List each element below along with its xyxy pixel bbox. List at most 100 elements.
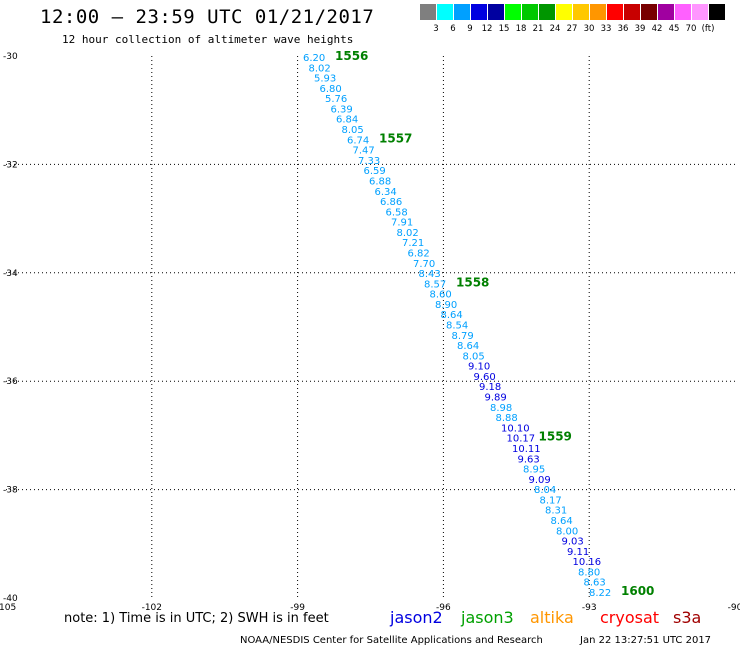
swh-value-label: 8.43: [419, 269, 441, 280]
swh-value-label: 9.10: [468, 362, 490, 373]
swh-value-label: 8.02: [397, 228, 419, 239]
swh-value-label: 9.89: [485, 393, 507, 404]
swh-value-label: 6.82: [408, 248, 430, 259]
colorbar-label: 18: [515, 24, 527, 34]
swh-value-label: 8.98: [490, 403, 512, 414]
swh-value-label: 7.91: [391, 218, 413, 229]
colorbar-label: 9: [467, 24, 473, 34]
swh-value-label: 6.80: [320, 84, 342, 95]
colorbar-label: 12: [481, 24, 493, 34]
swh-value-label: 10.17: [507, 434, 536, 445]
colorbar-swatch: [624, 4, 640, 20]
colorbar-label: 42: [651, 24, 663, 34]
time-label: 1558: [456, 275, 489, 289]
time-label: 1557: [379, 131, 412, 145]
colorbar-label: 3: [433, 24, 439, 34]
colorbar-swatch: [420, 4, 436, 20]
swh-value-label: 8.80: [578, 567, 600, 578]
lat-tick-label: -34: [3, 269, 18, 279]
swh-value-label: 9.63: [518, 454, 540, 465]
time-label: 1556: [335, 49, 368, 63]
colorbar-label: 39: [634, 24, 646, 34]
swh-value-label: 8.04: [534, 485, 556, 496]
colorbar-label: 27: [566, 24, 578, 34]
colorbar-swatch: [590, 4, 606, 20]
colorbar-label: 33: [600, 24, 612, 34]
legend-jason3: jason3: [461, 608, 514, 627]
legend-cryosat: cryosat: [600, 608, 660, 627]
swh-value-label: 7.21: [402, 238, 424, 249]
footer-timestamp: Jan 22 13:27:51 UTC 2017: [580, 635, 712, 646]
colorbar-label: 45: [668, 24, 680, 34]
lat-tick-label: -30: [3, 52, 18, 62]
colorbar-label: 70: [685, 24, 697, 34]
colorbar-swatch: [471, 4, 487, 20]
swh-value-label: 7.47: [353, 146, 375, 157]
lat-tick-label: -40: [3, 594, 18, 604]
swh-value-label: 6.86: [380, 197, 402, 208]
swh-value-label: 8.05: [463, 351, 485, 362]
map-subtitle: 12 hour collection of altimeter wave hei…: [62, 33, 354, 46]
colorbar-swatch: [556, 4, 572, 20]
colorbar-label: 30: [583, 24, 595, 34]
colorbar-swatch: [641, 4, 657, 20]
swh-value-label: 5.76: [325, 94, 347, 105]
colorbar-swatch: [437, 4, 453, 20]
swh-value-label: 10.16: [573, 557, 602, 568]
colorbar-swatch: [505, 4, 521, 20]
legend-s3a: s3a: [673, 608, 702, 627]
swh-value-label: 6.20: [303, 53, 325, 64]
swh-value-label: 8.79: [452, 331, 474, 342]
colorbar-swatch: [675, 4, 691, 20]
swh-value-label: 8.31: [545, 506, 567, 517]
swh-value-label: 10.10: [501, 423, 530, 434]
swh-value-label: 8.63: [584, 578, 606, 589]
lon-tick-label: -99: [290, 603, 305, 613]
time-label: 1559: [539, 430, 572, 444]
swh-value-label: 9.03: [562, 537, 584, 548]
swh-value-label: 9.11: [567, 547, 589, 558]
lon-tick-label: -102: [142, 603, 162, 613]
swh-value-label: 8.54: [446, 321, 468, 332]
legend-altika: altika: [530, 608, 574, 627]
swh-value-label: 6.84: [336, 115, 358, 126]
colorbar-swatch: [709, 4, 725, 20]
swh-value-label: 8.95: [523, 465, 545, 476]
lat-lon-grid: [6, 56, 735, 598]
legend-jason2: jason2: [390, 608, 443, 627]
colorbar-swatch: [522, 4, 538, 20]
colorbar-swatch: [692, 4, 708, 20]
lat-tick-label: -38: [3, 486, 18, 496]
map-title: 12:00 – 23:59 UTC 01/21/2017: [40, 6, 375, 28]
axis-tick-labels: -105 -102 -99 -96 -93 -90 -30 -32 -34 -36 -38 -40: [0, 52, 740, 613]
swh-value-label: 8.64: [551, 516, 573, 527]
swh-value-label: 8.02: [309, 63, 331, 74]
swh-value-label: 8.22: [589, 588, 611, 599]
swh-value-label: 8.64: [457, 341, 479, 352]
colorbar-label: 6: [450, 24, 456, 34]
colorbar-label: 24: [549, 24, 561, 34]
footnote: note: 1) Time is in UTC; 2) SWH is in fe…: [64, 611, 329, 626]
swh-value-label: 8.60: [430, 290, 452, 301]
colorbar-swatch: [488, 4, 504, 20]
colorbar-swatch: [573, 4, 589, 20]
swh-value-label: 8.90: [435, 300, 457, 311]
colorbar-swatch: [454, 4, 470, 20]
swh-value-label: 6.34: [375, 187, 397, 198]
colorbar-label: 21: [532, 24, 544, 34]
swh-value-label: 8.00: [556, 526, 578, 537]
swh-value-label: 8.57: [424, 279, 446, 290]
lat-tick-label: -32: [3, 160, 18, 170]
footer-credit: NOAA/NESDIS Center for Satellite Applica…: [240, 635, 543, 646]
swh-value-label: 6.88: [369, 176, 391, 187]
swh-value-label: 6.74: [347, 135, 369, 146]
time-markers: 1556 1557 1558 1559 1600: [335, 49, 654, 598]
lon-tick-label: -90: [728, 603, 740, 613]
swh-value-label: 8.64: [441, 310, 463, 321]
lon-tick-label: -105: [0, 603, 16, 613]
colorbar-label: (ft): [701, 24, 715, 34]
lat-tick-label: -36: [3, 377, 18, 387]
swh-value-label: 6.39: [331, 104, 353, 115]
satellite-track: 6.208.025.936.805.766.396.848.056.747.47…: [303, 53, 611, 599]
